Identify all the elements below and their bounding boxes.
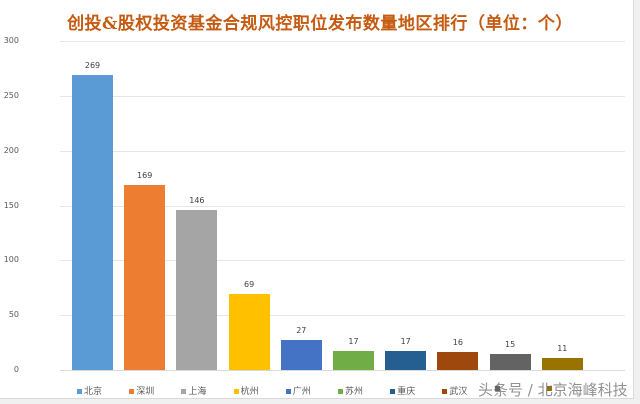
bar-value-label: 27: [296, 326, 307, 336]
gridline: [60, 315, 625, 316]
legend-item: 北京: [77, 384, 102, 397]
legend-swatch-icon: [494, 386, 500, 391]
bar-value-label: 17: [400, 337, 411, 347]
legend-label: 杭州: [240, 387, 259, 397]
gridline: [60, 260, 625, 261]
chart-title: 创投&股权投资基金合规风控职位发布数量地区排行（单位：个）: [67, 14, 573, 34]
bar: [541, 357, 583, 370]
legend-swatch-icon: [442, 389, 448, 394]
y-tick-label: 300: [3, 36, 19, 45]
bar: [280, 340, 322, 370]
legend-item: 深圳: [129, 384, 154, 397]
bar-value-label: 146: [189, 195, 205, 205]
legend-item: 重庆: [390, 384, 415, 397]
y-tick-label: 0: [13, 365, 19, 374]
gridline: [60, 206, 625, 207]
legend-swatch-icon: [285, 389, 291, 394]
bar-value-label: 269: [84, 60, 101, 70]
bar: [72, 74, 113, 370]
legend-swatch-icon: [390, 389, 396, 394]
bar: [228, 294, 270, 370]
bar-value-label: 15: [505, 339, 516, 349]
legend-swatch-icon: [77, 389, 82, 394]
bar-value-label: 17: [348, 337, 359, 347]
legend-label: 重庆: [397, 387, 416, 397]
gridline: [60, 96, 625, 97]
legend-swatch-icon: [546, 386, 552, 391]
legend-label: 上海: [188, 387, 207, 397]
bar: [333, 351, 374, 370]
x-axis-line: [60, 370, 625, 371]
bar-value-label: 169: [137, 170, 153, 180]
gridline: [60, 41, 625, 42]
legend-label: 深圳: [136, 387, 155, 397]
legend-item: 上海: [181, 384, 206, 397]
legend-swatch-icon: [181, 389, 187, 394]
legend-item: 杭州: [233, 384, 259, 397]
bar: [437, 352, 479, 370]
bar: [124, 184, 166, 370]
y-tick-label: 100: [3, 255, 19, 265]
legend-item: [494, 384, 502, 394]
bar-value-label: 69: [244, 280, 255, 290]
bar-value-label: 11: [557, 343, 568, 353]
legend-swatch-icon: [338, 389, 343, 394]
legend-item: 武汉: [442, 384, 467, 397]
bar: [385, 351, 427, 370]
legend-item: 苏州: [338, 384, 363, 397]
legend-label: 苏州: [345, 387, 364, 397]
y-tick-label: 50: [8, 310, 19, 320]
legend-label: 广州: [292, 387, 311, 397]
y-tick-label: 150: [3, 200, 19, 210]
bar: [176, 209, 218, 370]
bar: [489, 353, 531, 370]
watermark: 头条号 / 北京海峰科技: [478, 381, 628, 399]
y-tick-label: 200: [3, 145, 19, 155]
legend-item: [546, 384, 554, 394]
bar-value-label: 16: [452, 338, 463, 348]
legend-item: 广州: [285, 384, 311, 397]
legend-swatch-icon: [129, 389, 135, 394]
legend-label: 武汉: [449, 387, 468, 397]
y-tick-label: 250: [3, 90, 19, 100]
legend-swatch-icon: [233, 389, 239, 394]
legend-label: 北京: [84, 387, 103, 397]
gridline: [60, 151, 625, 152]
